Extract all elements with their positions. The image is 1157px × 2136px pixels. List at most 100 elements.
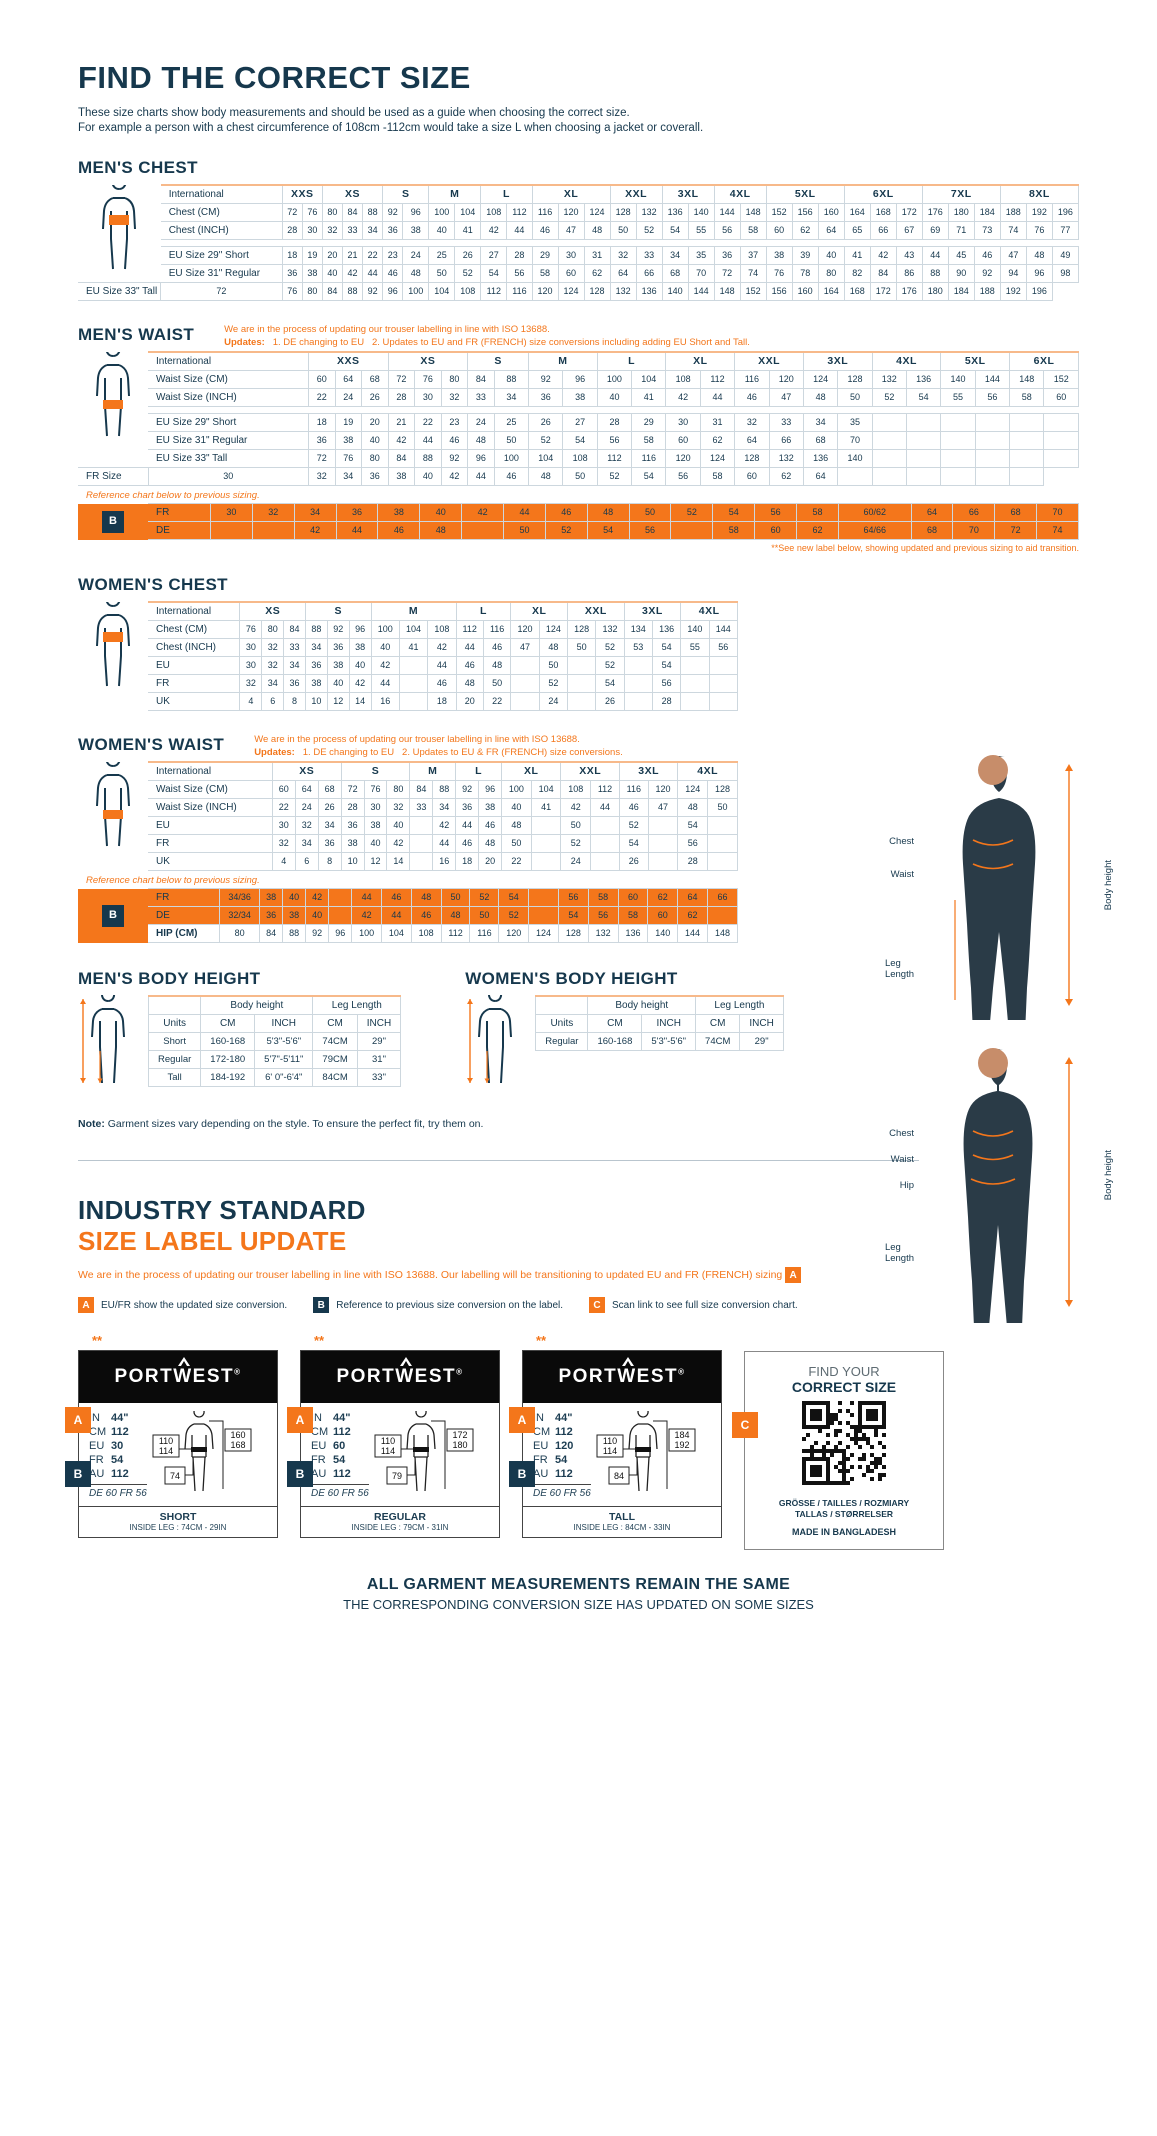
- previous-size-cell: 70: [1036, 503, 1079, 522]
- size-cell: 176: [921, 203, 949, 222]
- qr-code[interactable]: [753, 1401, 935, 1490]
- male-body-icon: [80, 988, 125, 1084]
- size-column-header: L: [480, 184, 533, 204]
- size-cell: 184: [947, 282, 975, 301]
- size-cell: 50: [538, 656, 569, 675]
- blank-header: [535, 995, 589, 1015]
- label-footer: SHORT INSIDE LEG : 74CM - 29IN: [79, 1506, 277, 1537]
- previous-size-cell: 72: [994, 521, 1038, 540]
- size-cell: 112: [455, 620, 484, 639]
- size-cell: 48: [677, 798, 709, 817]
- bh-cell: 84CM: [312, 1068, 358, 1087]
- label-box: PORTWEST® IN 44" CM 112 EU 30 FR 54 AU 112 DE 60 FR…: [78, 1350, 278, 1538]
- size-cell: 16: [432, 852, 457, 871]
- size-cell: 72: [713, 264, 741, 283]
- size-cell: 71: [947, 221, 975, 240]
- row-label: International: [148, 351, 309, 371]
- size-cell: [623, 674, 653, 693]
- page-title: FIND THE CORRECT SIZE: [78, 60, 471, 95]
- size-cell: 30: [239, 656, 263, 675]
- previous-size-cell: 40: [305, 906, 330, 925]
- hip-cell: 96: [328, 924, 353, 943]
- size-column-header: 5XL: [765, 184, 845, 204]
- size-cell: 104: [454, 203, 482, 222]
- size-cell: 46: [531, 221, 559, 240]
- size-cell: [680, 674, 710, 693]
- size-cell: 46: [482, 638, 512, 657]
- womens-chest-heading: WOMEN'S CHEST: [78, 575, 1079, 601]
- previous-size-cell: 58: [712, 521, 756, 540]
- spec-value: 54: [555, 1454, 568, 1466]
- size-cell: 42: [665, 388, 701, 407]
- hip-row: HIP (CM) 80 84 88 92 96 100 104 108 112 116 120 124 1…: [78, 924, 739, 943]
- hip-cell: 80: [219, 924, 261, 943]
- spec-value: 112: [333, 1468, 351, 1480]
- size-cell: 4: [271, 852, 296, 871]
- previous-size-cell: 54: [498, 888, 530, 907]
- body-outline-icon: [96, 342, 130, 437]
- size-cell: 48: [583, 221, 611, 240]
- size-cell: 21: [387, 413, 416, 432]
- bh-cell: 172-180: [200, 1050, 256, 1069]
- svg-text:84: 84: [614, 1471, 624, 1481]
- size-cell: 52: [596, 467, 633, 486]
- hip-cell: 88: [282, 924, 307, 943]
- size-cell: 34: [317, 816, 342, 835]
- size-cell: 48: [538, 638, 569, 657]
- womens-chest-table: International XS S M L XL XXL 3XL 4XL Chest (CM) 7…: [78, 592, 739, 711]
- size-cell: 30: [301, 221, 323, 240]
- legend-text: EU/FR show the updated size conversion.: [101, 1299, 288, 1311]
- size-cell: 60: [765, 221, 793, 240]
- size-cell: 54: [562, 431, 598, 450]
- sub-header: INCH: [356, 1014, 402, 1033]
- size-cell: 69: [921, 221, 949, 240]
- previous-size-cell: 40: [282, 888, 307, 907]
- sub-header: CM: [695, 1014, 741, 1033]
- size-cell: 46: [973, 246, 1001, 265]
- size-cell: 46: [382, 264, 404, 283]
- size-cell: 50: [493, 431, 530, 450]
- size-cell: 22: [482, 692, 512, 711]
- womens-body-height-table: Body height Leg Length Units CM INCH CM INCH Re…: [535, 995, 784, 1051]
- size-cell: 64: [609, 264, 637, 283]
- previous-conversion: DE 60 FR 56: [89, 1484, 147, 1501]
- size-cell: 60: [271, 780, 296, 799]
- size-cell: 68: [802, 431, 839, 450]
- size-cell: 86: [895, 264, 923, 283]
- size-cell: 128: [837, 370, 873, 389]
- qr-card[interactable]: C FIND YOUR CORRECT SIZE GRÖSSE / TAILLES /…: [732, 1351, 944, 1550]
- size-cell: 180: [921, 282, 949, 301]
- size-cell: 52: [871, 388, 908, 407]
- size-cell: 42: [560, 798, 592, 817]
- legend-item-a: A EU/FR show the updated size conversion.: [78, 1297, 287, 1313]
- size-cell: 64: [817, 221, 845, 240]
- size-cell: 68: [361, 370, 389, 389]
- size-cell: 98: [1051, 264, 1080, 283]
- badge-c-marker: C: [732, 1412, 758, 1438]
- size-cell: 56: [596, 431, 633, 450]
- previous-size-cell: 52: [469, 888, 500, 907]
- row-label: International: [148, 761, 273, 781]
- size-cell: 18: [427, 692, 457, 711]
- size-column-header: 3XL: [661, 184, 715, 204]
- size-cell: 46: [493, 467, 530, 486]
- size-cell: 40: [501, 798, 532, 817]
- spec-value: 112: [555, 1468, 573, 1480]
- spacer-row: [78, 240, 1079, 247]
- size-cell: 80: [361, 449, 389, 468]
- size-cell: 12: [326, 692, 350, 711]
- size-cell: 128: [583, 282, 611, 301]
- size-cell: 40: [596, 388, 633, 407]
- size-cell: 47: [510, 638, 540, 657]
- qr-line-3: GRÖSSE / TAILLES / ROZMIARY TALLAS / STØR…: [778, 1498, 910, 1519]
- previous-size-cell: 66: [952, 503, 996, 522]
- size-cell: 8: [283, 692, 306, 711]
- size-cell: 30: [414, 388, 442, 407]
- row-label: EU: [148, 656, 241, 675]
- size-cell: 22: [307, 388, 336, 407]
- size-cell: 120: [665, 449, 701, 468]
- womens-chest-title: WOMEN'S CHEST: [78, 575, 228, 594]
- size-cell: 38: [334, 431, 363, 450]
- size-cell: 31: [699, 413, 736, 432]
- size-column-header: XXL: [609, 184, 663, 204]
